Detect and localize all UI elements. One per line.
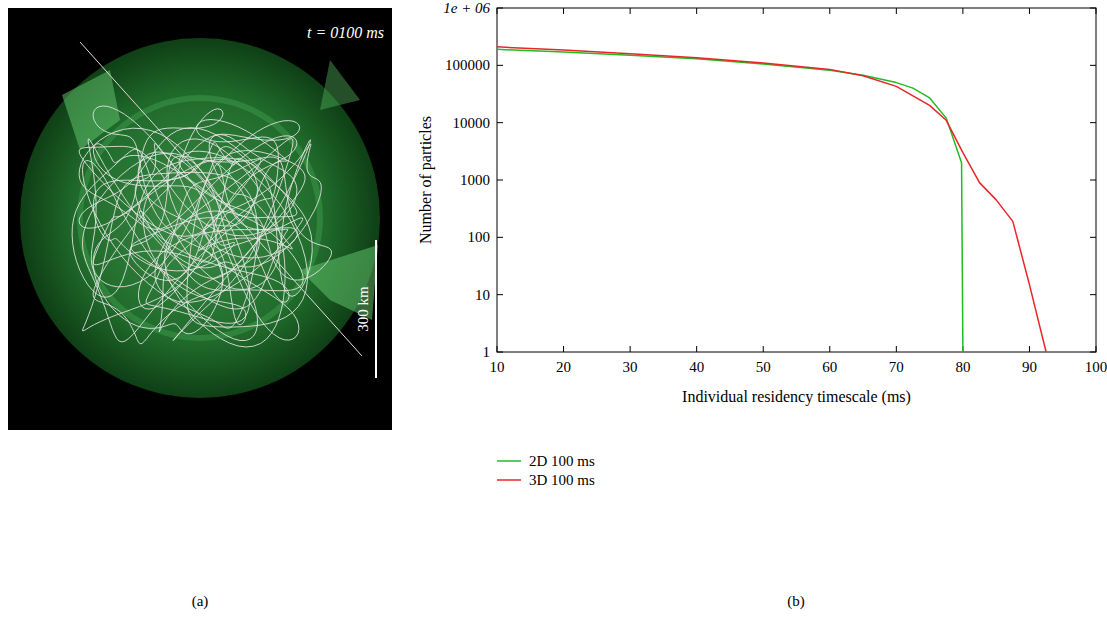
shock-surface — [20, 38, 380, 398]
axes: 1020304050607080901001101001000100001000… — [443, 0, 1107, 375]
y-tick — [1090, 237, 1096, 238]
trajectory — [93, 106, 223, 344]
y-tick — [497, 122, 503, 123]
series-group — [497, 47, 1046, 352]
x-axis-title: Individual residency timescale (ms) — [682, 388, 911, 406]
y-tick-label: 10000 — [453, 115, 491, 131]
panel-label: (b) — [787, 593, 805, 610]
x-tick-label: 50 — [756, 359, 771, 375]
y-tick-label: 100 — [468, 229, 491, 245]
y-tick — [497, 180, 503, 181]
y-axis-title: Number of particles — [417, 116, 435, 244]
image-panel: 300 km t = 0100 ms — [8, 8, 392, 430]
image-background — [8, 8, 392, 430]
legend-swatch — [497, 479, 521, 481]
x-tick — [1029, 346, 1030, 352]
x-tick — [563, 8, 564, 14]
y-tick — [1090, 180, 1096, 181]
y-tick-label: 10 — [475, 287, 490, 303]
x-tick-label: 60 — [822, 359, 837, 375]
x-tick — [696, 8, 697, 14]
y-tick-label: 1 — [483, 344, 491, 360]
trajectory — [165, 139, 308, 347]
x-tick — [763, 8, 764, 14]
x-tick-label: 70 — [889, 359, 904, 375]
legend-label: 3D 100 ms — [529, 472, 595, 488]
plume — [320, 60, 360, 110]
y-tick — [497, 237, 503, 238]
y-tick — [1090, 65, 1096, 66]
scale-bar — [375, 240, 377, 378]
x-tick — [630, 346, 631, 352]
x-tick-label: 90 — [1022, 359, 1037, 375]
x-tick — [696, 346, 697, 352]
y-tick — [497, 65, 503, 66]
x-tick-label: 20 — [556, 359, 571, 375]
x-tick-label: 40 — [689, 359, 704, 375]
time-label: t = 0100 ms — [307, 24, 384, 41]
y-tick-label: 1000 — [460, 172, 490, 188]
legend-label: 2D 100 ms — [529, 453, 595, 469]
legend: 2D 100 ms 3D 100 ms — [497, 453, 595, 488]
y-tick — [497, 294, 503, 295]
x-tick-label: 80 — [955, 359, 970, 375]
x-tick — [630, 8, 631, 14]
x-tick — [896, 8, 897, 14]
y-tick-label: 1e + 06 — [443, 0, 490, 16]
series-line — [497, 47, 1046, 352]
scale-label: 300 km — [355, 286, 371, 332]
x-tick — [563, 346, 564, 352]
y-tick — [1090, 294, 1096, 295]
x-tick-label: 100 — [1085, 359, 1107, 375]
series-line — [497, 49, 963, 352]
x-tick — [962, 8, 963, 14]
y-tick-label: 100000 — [445, 57, 490, 73]
x-tick — [829, 8, 830, 14]
panel-label: (a) — [192, 593, 209, 610]
trajectory — [80, 42, 362, 356]
legend-swatch — [497, 460, 521, 462]
trajectory — [72, 139, 312, 297]
chart-panel: 1020304050607080901001101001000100001000… — [417, 0, 1107, 610]
x-tick — [896, 346, 897, 352]
plot-frame — [497, 8, 1096, 352]
x-tick-label: 10 — [490, 359, 505, 375]
x-tick — [829, 346, 830, 352]
x-tick-label: 30 — [623, 359, 638, 375]
figure: 300 km t = 0100 ms (a) 10 20 30 40 50 60 70 80 90 10… — [0, 0, 1107, 623]
y-tick — [1090, 122, 1096, 123]
plume — [62, 70, 120, 150]
x-tick — [763, 346, 764, 352]
x-tick — [1029, 8, 1030, 14]
